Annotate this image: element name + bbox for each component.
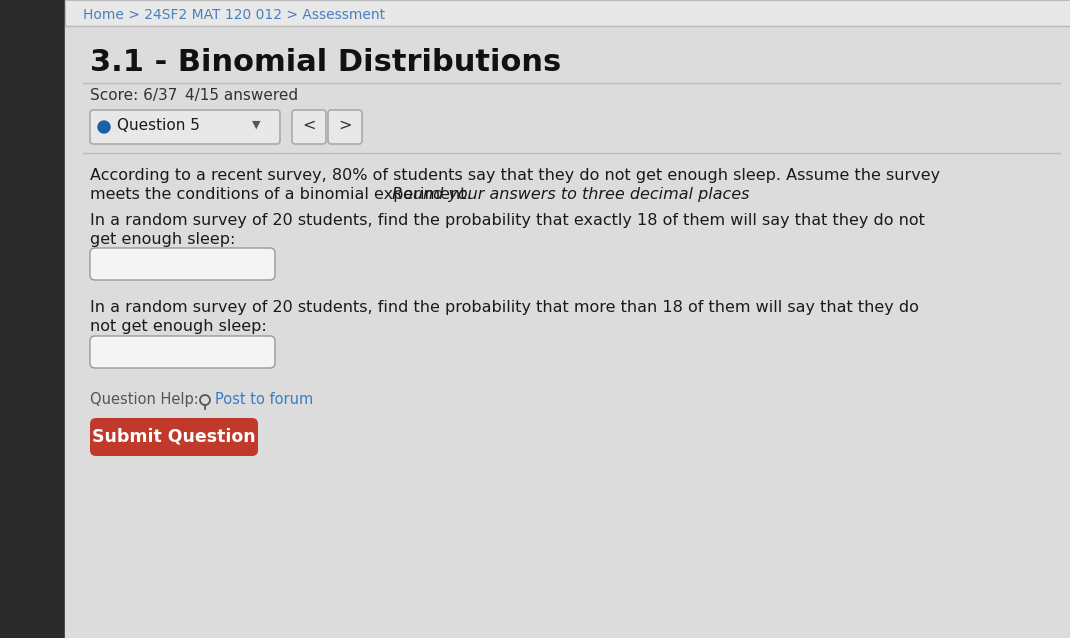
Text: meets the conditions of a binomial experiment.: meets the conditions of a binomial exper… [90,187,477,202]
Text: Question 5: Question 5 [117,118,200,133]
Text: Submit Question: Submit Question [92,427,256,445]
Bar [0,0,65,638]
Text: According to a recent survey, 80% of students say that they do not get enough sl: According to a recent survey, 80% of stu… [90,168,941,183]
Text: In a random survey of 20 students, find the probability that exactly 18 of them : In a random survey of 20 students, find … [90,213,924,228]
Text: Question Help:: Question Help: [90,392,208,407]
FancyBboxPatch shape [90,110,280,144]
Text: >: > [338,118,352,133]
FancyBboxPatch shape [328,110,362,144]
FancyBboxPatch shape [90,336,275,368]
Text: Home > 24SF2 MAT 120 012 > Assessment: Home > 24SF2 MAT 120 012 > Assessment [83,8,385,22]
Text: 3.1 - Binomial Distributions: 3.1 - Binomial Distributions [90,48,562,77]
Circle shape [98,121,110,133]
FancyBboxPatch shape [90,248,275,280]
Text: In a random survey of 20 students, find the probability that more than 18 of the: In a random survey of 20 students, find … [90,300,919,315]
Text: <: < [302,118,316,133]
Text: 4/15 answered: 4/15 answered [185,88,299,103]
Text: Round your answers to three decimal places: Round your answers to three decimal plac… [392,187,749,202]
FancyBboxPatch shape [90,418,258,456]
Bar [65,0,1070,26]
Text: get enough sleep:: get enough sleep: [90,232,235,247]
Text: ▼: ▼ [253,120,260,130]
FancyBboxPatch shape [292,110,326,144]
Text: Score: 6/37: Score: 6/37 [90,88,178,103]
Text: not get enough sleep:: not get enough sleep: [90,319,266,334]
Text: Post to forum: Post to forum [215,392,314,407]
